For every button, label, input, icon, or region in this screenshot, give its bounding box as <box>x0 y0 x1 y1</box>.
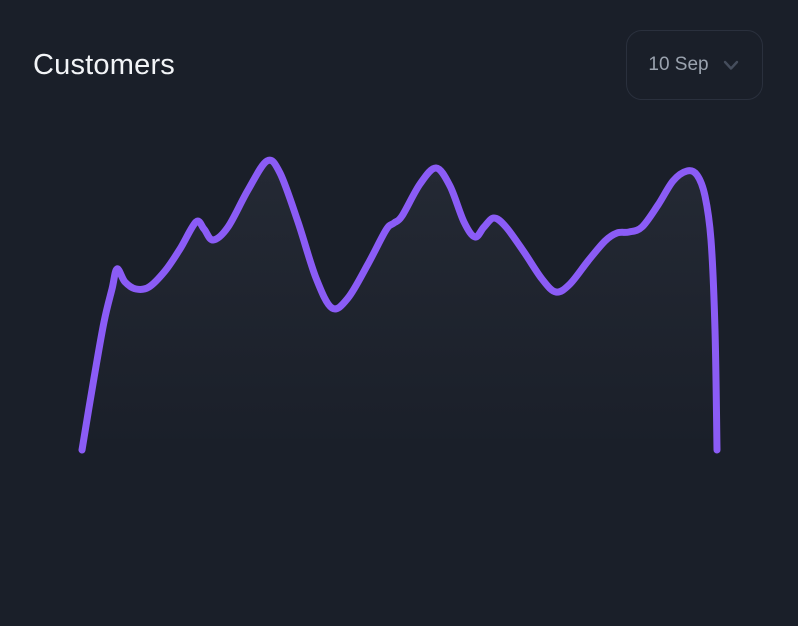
date-filter-button[interactable]: 10 Sep <box>626 30 763 100</box>
chart-area-fill <box>82 160 717 451</box>
page-title: Customers <box>33 48 175 81</box>
chevron-down-icon <box>721 55 741 75</box>
date-filter-label: 10 Sep <box>648 54 709 75</box>
chart-line <box>78 156 721 454</box>
card-header: Customers 10 Sep <box>0 0 798 120</box>
